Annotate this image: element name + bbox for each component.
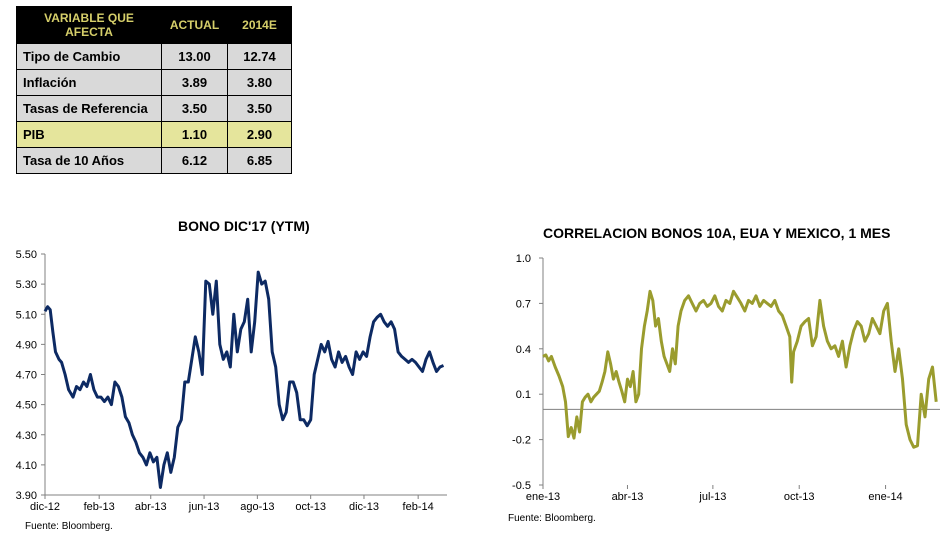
bono-ytm-series-line: [43, 270, 445, 489]
correlacion-series-line: [542, 289, 938, 449]
table-row: Inflación 3.89 3.80: [16, 69, 292, 96]
correlacion-chart-source: Fuente: Bloomberg.: [508, 513, 596, 524]
row-label: PIB: [16, 121, 162, 148]
x-tick-label: dic-12: [30, 501, 60, 513]
row-estimate: 12.74: [227, 43, 292, 70]
correlacion-chart-title: CORRELACION BONOS 10A, EUA Y MEXICO, 1 M…: [543, 225, 891, 241]
y-tick-label: 1.0: [516, 253, 531, 265]
y-tick-label: 0.4: [516, 344, 531, 356]
x-tick-label: abr-13: [612, 491, 644, 503]
table-row: Tasas de Referencia 3.50 3.50: [16, 95, 292, 122]
table-row: Tasa de 10 Años 6.12 6.85: [16, 147, 292, 174]
y-tick-label: 3.90: [16, 490, 37, 502]
y-tick-label: 4.90: [16, 339, 37, 351]
x-tick-label: feb-14: [403, 501, 434, 513]
row-label: Tasas de Referencia: [16, 95, 162, 122]
bono-chart-title: BONO DIC'17 (YTM): [178, 218, 310, 234]
y-tick-label: 5.30: [16, 279, 37, 291]
table-row-highlighted: PIB 1.10 2.90: [16, 121, 292, 148]
x-tick-label: dic-13: [349, 501, 379, 513]
variables-table: VARIABLE QUE AFECTA ACTUAL 2014E Tipo de…: [16, 6, 292, 174]
y-tick-label: 4.30: [16, 430, 37, 442]
y-tick-label: -0.5: [512, 480, 531, 492]
y-tick-label: 4.70: [16, 370, 37, 382]
y-tick-label: 5.10: [16, 309, 37, 321]
row-actual: 3.50: [161, 95, 228, 122]
header-actual: ACTUAL: [161, 6, 228, 44]
row-label: Tasa de 10 Años: [16, 147, 162, 174]
row-label: Tipo de Cambio: [16, 43, 162, 70]
row-actual: 13.00: [161, 43, 228, 70]
x-tick-label: abr-13: [135, 501, 167, 513]
row-estimate: 2.90: [227, 121, 292, 148]
x-tick-label: jul-13: [698, 491, 726, 503]
y-tick-label: -0.2: [512, 435, 531, 447]
row-estimate: 3.80: [227, 69, 292, 96]
x-tick-label: ene-13: [526, 491, 560, 503]
bono-chart-source: Fuente: Bloomberg.: [25, 521, 113, 532]
table-header-row: VARIABLE QUE AFECTA ACTUAL 2014E: [16, 6, 292, 44]
row-actual: 6.12: [161, 147, 228, 174]
y-tick-label: 4.50: [16, 400, 37, 412]
y-tick-label: 4.10: [16, 460, 37, 472]
x-tick-label: ago-13: [240, 501, 274, 513]
y-tick-label: 0.1: [516, 389, 531, 401]
row-label: Inflación: [16, 69, 162, 96]
x-tick-label: jun-13: [188, 501, 220, 513]
x-tick-label: feb-13: [84, 501, 115, 513]
row-estimate: 6.85: [227, 147, 292, 174]
y-tick-label: 5.50: [16, 249, 37, 261]
header-2014e: 2014E: [227, 6, 292, 44]
row-estimate: 3.50: [227, 95, 292, 122]
x-tick-label: ene-14: [868, 491, 902, 503]
x-tick-label: oct-13: [295, 501, 326, 513]
row-actual: 3.89: [161, 69, 228, 96]
table-row: Tipo de Cambio 13.00 12.74: [16, 43, 292, 70]
header-variable: VARIABLE QUE AFECTA: [16, 6, 162, 44]
x-tick-label: oct-13: [784, 491, 815, 503]
row-actual: 1.10: [161, 121, 228, 148]
y-tick-label: 0.7: [516, 298, 531, 310]
